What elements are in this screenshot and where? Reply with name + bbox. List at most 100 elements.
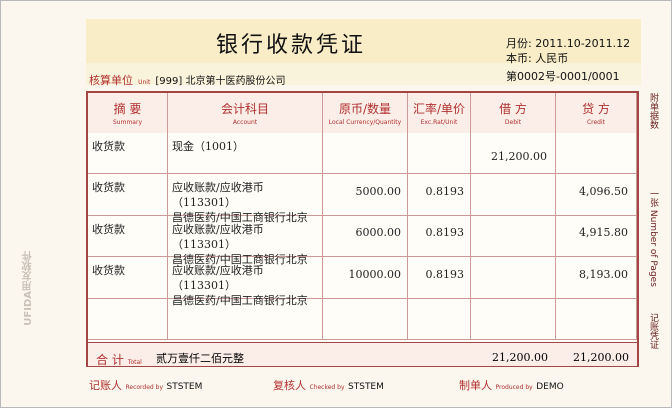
cell-credit: 8,193.00	[556, 257, 637, 299]
unit-label: 核算单位	[89, 74, 133, 87]
cell-rate: 0.8193	[408, 257, 471, 299]
cell-account	[168, 298, 323, 340]
cell-summary	[88, 298, 168, 340]
total-in-words: 贰万壹仟二佰元整	[156, 352, 244, 365]
brand: UFIDA用友软件	[23, 251, 34, 326]
cell-amount: 10000.00	[323, 257, 408, 299]
checker: STSTEM	[348, 382, 384, 392]
checker-label-en: Checked by	[309, 384, 345, 391]
column-label-en: Summary	[113, 119, 142, 126]
voucher-type: 记账凭证	[648, 313, 658, 349]
cell-credit	[556, 298, 637, 340]
period: 2011.10-2011.12	[535, 37, 631, 50]
cell-account: 应收账款/应收港币（113301） 昌德医药/中国工商银行北京	[168, 215, 323, 266]
column-label: 摘 要	[113, 102, 142, 116]
cell-debit	[471, 257, 556, 299]
column-label-en: Local Currency/Quantity	[328, 119, 402, 126]
cell-account: 应收账款/应收港币（113301） 昌德医药/中国工商银行北京	[168, 174, 323, 224]
amount: 6000.00	[355, 226, 402, 240]
credit: 4,096.50	[579, 185, 628, 199]
unit: [999] 北京第十医药股份公司	[155, 76, 286, 87]
rate: 0.8193	[425, 226, 465, 240]
column-label: 贷 方	[582, 102, 610, 116]
column-header: 摘 要 Summary	[88, 93, 168, 133]
column-label: 会计科目	[220, 102, 269, 116]
pages-label: 一张 Number of Pages	[648, 189, 658, 287]
amount: 5000.00	[355, 185, 402, 199]
column-header: 原币/数量 Local Currency/Quantity	[323, 93, 408, 133]
cell-debit	[471, 174, 556, 216]
debit: 21,200.00	[491, 149, 547, 163]
cell-summary: 收货款	[88, 257, 168, 299]
summary: 收货款	[92, 181, 125, 195]
column-label-en: Exc.Rat/Unit	[420, 119, 458, 126]
title: 银行收款凭证	[215, 33, 366, 58]
column-label: 汇率/单价	[412, 102, 466, 116]
recorder: STSTEM	[166, 382, 203, 392]
summary: 收货款	[92, 264, 125, 278]
account-line: 应收账款/应收港币（113301）	[172, 264, 264, 293]
checker-label: 复核人	[273, 379, 306, 392]
cell-account: 应收账款/应收港币（113301） 昌德医药/中国工商银行北京	[168, 257, 323, 307]
cell-credit: 4,915.80	[556, 215, 637, 258]
recorder-label: 记账人	[89, 379, 122, 392]
column-label-en: Credit	[586, 119, 606, 126]
total-label-en: Total	[127, 359, 142, 366]
entry-table: 摘 要 Summary 会计科目 Account 原币/数量 Local Currency…	[86, 91, 639, 367]
account-line: 现金（1001）	[172, 140, 244, 153]
unit-label-en: Unit	[138, 79, 151, 86]
total-row: 合 计 Total 贰万壹仟二佰元整 21,200.00 21,200.00	[88, 342, 637, 368]
title-band	[86, 19, 641, 63]
cell-debit	[471, 298, 556, 340]
cell-summary: 收货款	[88, 133, 168, 175]
cell-rate	[408, 298, 471, 340]
column-header: 贷 方 Credit	[556, 93, 637, 133]
voucher-no: 第0002号-0001/0001	[506, 70, 620, 83]
cell-summary: 收货款	[88, 174, 168, 216]
cell-amount: 6000.00	[323, 215, 408, 258]
column-header: 借 方 Debit	[471, 93, 556, 133]
account-line: 应收账款/应收港币（113301）	[172, 222, 264, 251]
cell-rate	[408, 133, 471, 175]
cell-credit: 4,096.50	[556, 174, 637, 216]
period-row: 月份: 2011.10-2011.12	[506, 35, 630, 51]
account-line: 应收账款/应收港币（113301）	[172, 181, 264, 210]
summary: 收货款	[92, 140, 125, 153]
column-label: 原币/数量	[338, 102, 392, 116]
cell-amount: 5000.00	[323, 174, 408, 216]
cell-summary: 收货款	[88, 215, 168, 258]
account-line: 昌德医药/中国工商银行北京	[172, 252, 308, 266]
period-label: 月份:	[506, 37, 532, 50]
total-debit: 21,200.00	[492, 351, 548, 364]
account-line: 昌德医药/中国工商银行北京	[172, 211, 308, 225]
cell-credit	[556, 133, 637, 175]
column-header: 会计科目 Account	[168, 93, 323, 133]
cell-rate: 0.8193	[408, 174, 471, 216]
attachments-label: 附单据数	[648, 93, 658, 129]
producer-label: 制单人	[459, 379, 492, 392]
summary: 收货款	[92, 222, 125, 236]
currency: 人民币	[535, 52, 569, 65]
column-label-en: Account	[232, 119, 258, 126]
amount: 10000.00	[348, 267, 402, 281]
total-credit: 21,200.00	[573, 351, 629, 364]
producer-label-en: Produced by	[495, 384, 533, 391]
column-header: 汇率/单价 Exc.Rat/Unit	[408, 93, 471, 133]
cell-amount	[323, 298, 408, 340]
total-label-wrap: 合 计 Total	[96, 349, 142, 368]
credit: 4,915.80	[579, 226, 628, 240]
rate: 0.8193	[425, 267, 465, 281]
currency-label: 本币:	[506, 52, 532, 65]
cell-debit: 21,200.00	[471, 133, 556, 175]
total-label: 合 计	[96, 353, 124, 367]
currency-row: 本币: 人民币	[506, 50, 568, 66]
cell-rate: 0.8193	[408, 215, 471, 258]
credit: 8,193.00	[579, 267, 628, 281]
cell-account: 现金（1001）	[168, 133, 323, 175]
rate: 0.8193	[425, 185, 465, 199]
producer: DEMO	[536, 382, 564, 392]
recorder-label-en: Recorded by	[125, 384, 164, 391]
cell-debit	[471, 215, 556, 258]
column-label-en: Debit	[504, 119, 522, 126]
